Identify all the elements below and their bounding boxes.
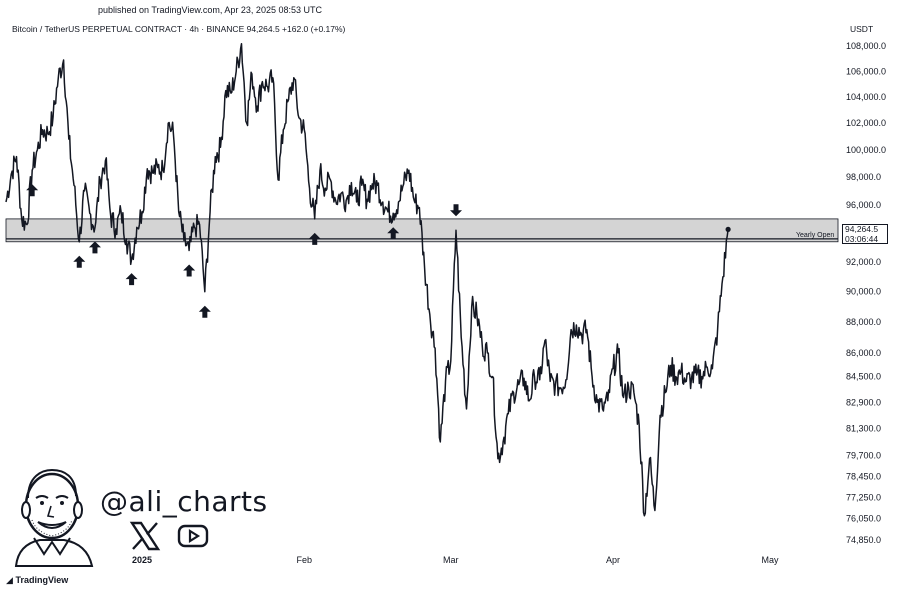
x-tick-label: Mar [443, 555, 459, 565]
youtube-icon[interactable] [176, 520, 210, 552]
support-up-arrow [73, 255, 86, 268]
y-tick-label: 76,050.0 [846, 513, 881, 523]
y-tick-label: 92,000.0 [846, 257, 881, 267]
x-logo-icon[interactable] [128, 520, 162, 552]
x-tick-label: 2025 [132, 555, 152, 565]
last-price-dot [725, 226, 731, 232]
y-tick-label: 88,000.0 [846, 317, 881, 327]
x-tick-label: Feb [297, 555, 313, 565]
y-tick-label: 74,850.0 [846, 535, 881, 545]
support-up-arrow [183, 264, 196, 277]
x-tick-label: May [761, 555, 779, 565]
last-price-value: 94,264.5 [845, 224, 879, 234]
avatar-illustration [14, 468, 94, 567]
y-tick-label: 79,700.0 [846, 450, 881, 460]
support-up-arrow [308, 232, 321, 245]
y-tick-label: 104,000.0 [846, 92, 886, 102]
y-tick-label: 78,450.0 [846, 472, 881, 482]
author-handle: @ali_charts [100, 485, 268, 518]
y-tick-label: 98,000.0 [846, 172, 881, 182]
yearly-open-label: Yearly Open [796, 232, 835, 239]
y-tick-label: 77,250.0 [846, 492, 881, 502]
support-up-arrow [198, 305, 211, 318]
x-tick-label: Apr [606, 555, 620, 565]
y-tick-label: 90,000.0 [846, 287, 881, 297]
y-tick-label: 106,000.0 [846, 66, 886, 76]
published-note: published on TradingView.com, Apr 23, 20… [98, 5, 322, 15]
price-line [5, 42, 729, 517]
resistance-down-arrow [450, 204, 463, 217]
y-tick-label: 108,000.0 [846, 41, 886, 51]
support-up-arrow [26, 184, 39, 197]
support-up-arrow [125, 273, 138, 286]
last-price-tag: 94,264.5 03:06:44 [842, 224, 888, 244]
y-tick-label: 96,000.0 [846, 200, 881, 210]
tradingview-logo-icon: ◢ [6, 575, 13, 585]
support-up-arrow [387, 227, 400, 240]
y-tick-label: 86,000.0 [846, 348, 881, 358]
currency-label: USDT [850, 24, 874, 34]
y-tick-label: 100,000.0 [846, 145, 886, 155]
support-up-arrow [88, 241, 101, 254]
y-tick-label: 84,500.0 [846, 372, 881, 382]
y-tick-label: 81,300.0 [846, 424, 881, 434]
y-tick-label: 82,900.0 [846, 397, 881, 407]
y-tick-label: 102,000.0 [846, 118, 886, 128]
bar-countdown: 03:06:44 [845, 233, 879, 244]
tradingview-logo[interactable]: ◢ TradingView [6, 575, 68, 586]
tradingview-wordmark: TradingView [15, 575, 69, 585]
chart-title: Bitcoin / TetherUS PERPETUAL CONTRACT · … [12, 24, 346, 34]
